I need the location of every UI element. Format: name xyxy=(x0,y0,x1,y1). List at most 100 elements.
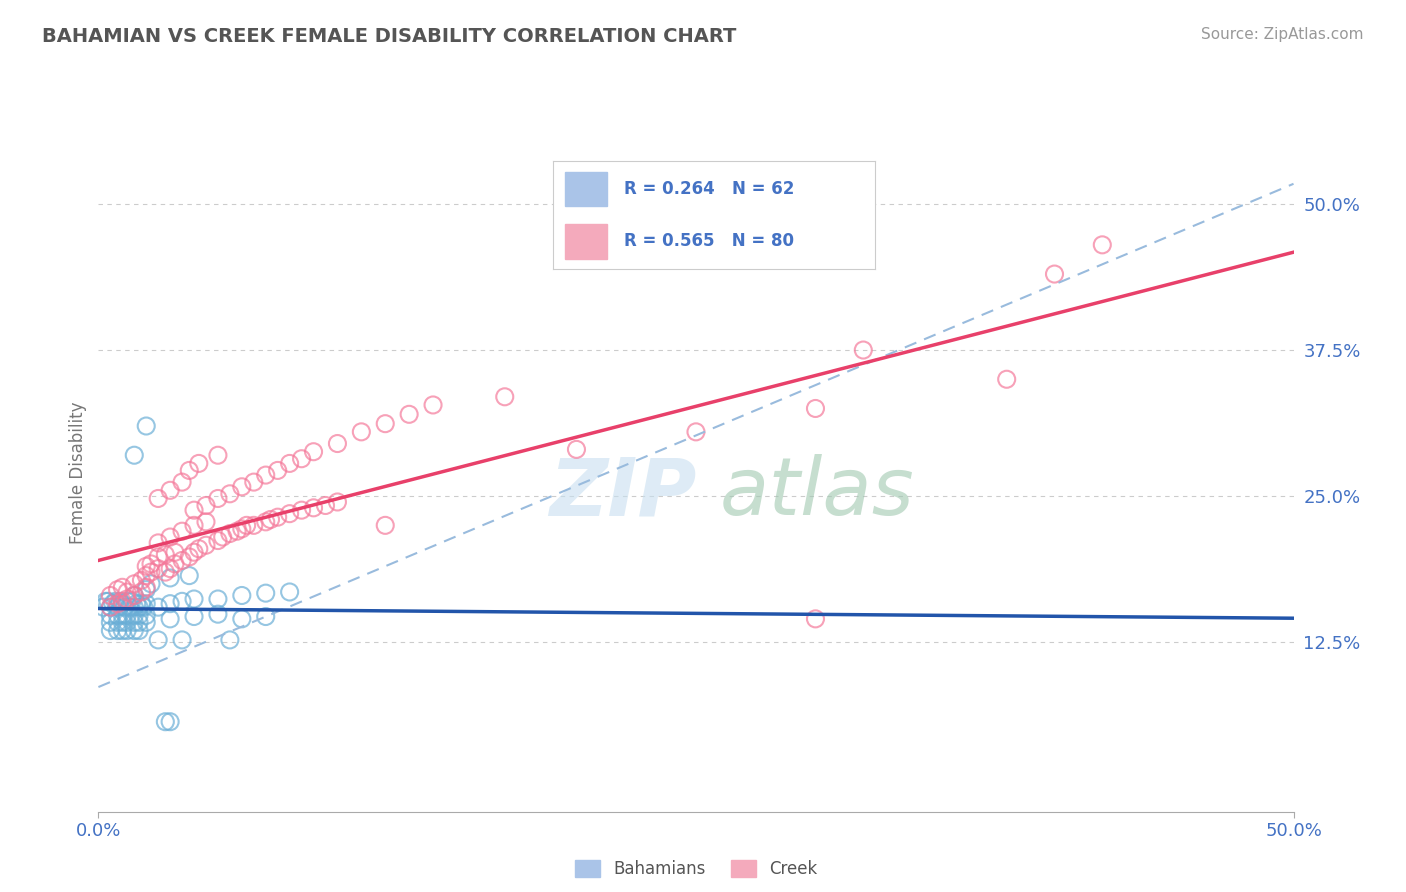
Point xyxy=(139,576,162,591)
Point xyxy=(172,553,194,567)
Point xyxy=(290,451,312,466)
Text: ZIP: ZIP xyxy=(548,454,696,533)
Point xyxy=(804,612,827,626)
Point xyxy=(124,589,146,603)
Point xyxy=(111,624,134,638)
Point xyxy=(183,518,205,533)
Point xyxy=(207,607,229,622)
Point xyxy=(231,480,253,494)
Point xyxy=(125,597,148,611)
Point xyxy=(139,557,162,571)
Point xyxy=(278,457,301,471)
Point xyxy=(159,612,181,626)
Point xyxy=(267,510,290,524)
Point xyxy=(494,390,516,404)
Point xyxy=(231,522,253,536)
Point xyxy=(148,549,170,564)
Point xyxy=(254,609,277,624)
Point xyxy=(187,541,209,556)
Point xyxy=(326,495,349,509)
Point xyxy=(183,592,205,607)
Point xyxy=(132,600,155,615)
Point xyxy=(131,597,153,611)
Point xyxy=(852,343,875,357)
Point xyxy=(1091,237,1114,252)
Point xyxy=(98,615,122,630)
Point xyxy=(139,565,162,579)
Point xyxy=(124,589,146,603)
Point xyxy=(254,586,277,600)
Point xyxy=(98,600,122,615)
Point xyxy=(804,401,827,416)
Point xyxy=(422,398,444,412)
Point xyxy=(118,600,141,615)
Point xyxy=(235,518,257,533)
Point xyxy=(104,594,127,608)
Point xyxy=(107,615,129,630)
Legend: Bahamians, Creek: Bahamians, Creek xyxy=(568,854,824,885)
Point xyxy=(128,608,150,623)
Point xyxy=(124,624,146,638)
Point xyxy=(108,594,131,608)
Point xyxy=(107,624,129,638)
Point xyxy=(148,632,170,647)
Point xyxy=(183,545,205,559)
Point xyxy=(107,582,129,597)
Point xyxy=(135,568,157,582)
Point xyxy=(135,580,157,594)
Point xyxy=(995,372,1018,386)
Point xyxy=(124,615,146,630)
Point xyxy=(115,594,138,608)
Point xyxy=(254,515,277,529)
Point xyxy=(172,632,194,647)
Point xyxy=(350,425,373,439)
Point xyxy=(163,545,186,559)
Point xyxy=(211,530,233,544)
Point xyxy=(128,624,150,638)
Point xyxy=(121,594,143,608)
Point xyxy=(115,615,138,630)
Point xyxy=(172,524,194,539)
Point xyxy=(115,608,138,623)
Point xyxy=(159,530,181,544)
Point xyxy=(111,597,134,611)
Point xyxy=(159,561,181,575)
Point xyxy=(172,475,194,489)
Point xyxy=(124,448,146,462)
Point xyxy=(115,624,138,638)
Point xyxy=(128,600,150,615)
Point xyxy=(398,407,420,421)
Point xyxy=(685,425,707,439)
Point xyxy=(135,582,157,597)
Point xyxy=(207,533,229,548)
Point xyxy=(179,568,201,582)
Text: atlas: atlas xyxy=(720,454,915,533)
Point xyxy=(194,499,217,513)
Point xyxy=(148,600,170,615)
Point xyxy=(155,548,177,562)
Point xyxy=(159,483,181,498)
Text: Source: ZipAtlas.com: Source: ZipAtlas.com xyxy=(1201,27,1364,42)
Point xyxy=(148,491,170,506)
Text: BAHAMIAN VS CREEK FEMALE DISABILITY CORRELATION CHART: BAHAMIAN VS CREEK FEMALE DISABILITY CORR… xyxy=(42,27,737,45)
Point xyxy=(131,585,153,599)
Point xyxy=(124,576,146,591)
Point xyxy=(159,597,181,611)
Point xyxy=(259,512,281,526)
Point xyxy=(97,594,120,608)
Point xyxy=(131,574,153,588)
Point xyxy=(290,503,312,517)
Point xyxy=(231,612,253,626)
Point xyxy=(128,615,150,630)
Point xyxy=(179,549,201,564)
Point xyxy=(163,557,186,571)
Point xyxy=(183,609,205,624)
Point xyxy=(565,442,588,457)
Point xyxy=(243,475,266,489)
Point xyxy=(278,585,301,599)
Point xyxy=(111,608,134,623)
Point xyxy=(98,608,122,623)
Point xyxy=(1043,267,1066,281)
Y-axis label: Female Disability: Female Disability xyxy=(69,401,87,544)
Point xyxy=(207,491,229,506)
